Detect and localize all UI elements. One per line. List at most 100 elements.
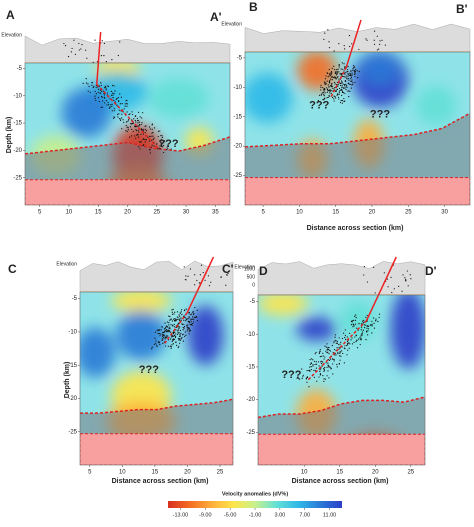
earthquake — [337, 352, 339, 354]
earthquake — [323, 102, 325, 104]
anomaly — [296, 317, 337, 341]
panel-label: A — [6, 8, 15, 22]
earthquake — [192, 310, 194, 313]
earthquake — [140, 128, 143, 130]
earthquake — [344, 92, 346, 94]
earthquake — [363, 265, 365, 268]
earthquake — [328, 89, 330, 92]
earthquake — [193, 316, 196, 318]
earthquake — [188, 316, 190, 318]
y-tick-label: -25 — [13, 175, 22, 181]
earthquake — [151, 346, 153, 348]
x-tick-label: 25 — [405, 210, 412, 216]
earthquake — [98, 101, 100, 103]
earthquake — [189, 329, 191, 331]
earthquake — [341, 94, 343, 96]
earthquake — [365, 324, 367, 326]
earthquake — [182, 340, 185, 342]
earthquake — [352, 326, 354, 328]
anomaly — [297, 52, 337, 91]
y-tick-label: -20 — [68, 396, 77, 402]
panel-label: B' — [456, 2, 468, 16]
earthquake — [341, 91, 344, 94]
earthquake — [105, 88, 107, 90]
earthquake — [344, 87, 346, 89]
earthquake — [390, 276, 392, 278]
earthquake — [306, 370, 308, 372]
earthquake — [164, 338, 166, 340]
earthquake — [324, 92, 326, 94]
earthquake — [174, 336, 177, 339]
earthquake — [165, 329, 168, 331]
earthquake — [171, 320, 173, 322]
mantle — [245, 177, 470, 205]
earthquake — [315, 361, 317, 363]
earthquake — [336, 77, 338, 79]
earthquake — [339, 89, 342, 91]
earthquake — [136, 130, 138, 132]
earthquake — [194, 274, 196, 276]
earthquake — [334, 76, 336, 78]
earthquake — [167, 345, 169, 347]
earthquake — [347, 74, 349, 76]
earthquake — [337, 96, 340, 98]
earthquake — [101, 95, 103, 98]
topography — [244, 23, 471, 53]
earthquake — [188, 333, 190, 335]
earthquake — [104, 85, 106, 87]
earthquake — [391, 291, 393, 294]
earthquake — [104, 87, 106, 89]
earthquake — [173, 323, 175, 326]
earthquake — [179, 329, 182, 332]
earthquake — [126, 130, 128, 133]
earthquake — [173, 313, 175, 315]
earthquake — [175, 344, 178, 347]
earthquake — [354, 315, 356, 317]
colorbar-tick-label: -13.00 — [173, 512, 189, 518]
earthquake — [371, 320, 373, 322]
earthquake — [306, 376, 309, 379]
earthquake — [103, 42, 106, 44]
earthquake — [189, 322, 191, 324]
earthquake — [189, 314, 191, 316]
earthquake — [323, 358, 325, 360]
earthquake — [175, 320, 177, 322]
earthquake — [332, 352, 334, 354]
earthquake — [340, 341, 342, 343]
earthquake — [179, 342, 181, 344]
colorbar-tick-label: -1.00 — [249, 512, 262, 518]
earthquake — [122, 119, 124, 121]
earthquake — [111, 110, 113, 112]
earthquake — [324, 32, 326, 34]
earthquake — [183, 319, 185, 321]
earthquake — [179, 326, 181, 328]
earthquake — [312, 365, 314, 367]
earthquake — [330, 73, 332, 75]
earthquake — [336, 68, 338, 71]
earthquake — [346, 354, 348, 356]
earthquake — [378, 313, 381, 315]
velocity-model — [258, 295, 425, 465]
earthquake — [301, 368, 303, 370]
earthquake — [142, 145, 144, 147]
earthquake — [183, 325, 186, 328]
earthquake — [184, 331, 186, 333]
earthquake — [103, 96, 105, 98]
earthquake — [174, 335, 177, 338]
earthquake — [134, 119, 136, 122]
earthquake — [161, 136, 163, 139]
earthquake — [331, 76, 333, 78]
earthquake — [117, 96, 119, 99]
earthquake — [179, 312, 181, 314]
earthquake — [144, 131, 146, 134]
earthquake — [328, 75, 330, 77]
earthquake — [381, 39, 383, 41]
earthquake — [127, 127, 129, 129]
x-tick-label: 10 — [296, 210, 303, 216]
earthquake — [128, 118, 130, 121]
earthquake — [361, 333, 363, 335]
earthquake — [200, 264, 203, 266]
x-tick-label: 20 — [369, 210, 376, 216]
earthquake — [123, 121, 125, 123]
earthquake — [355, 69, 357, 71]
